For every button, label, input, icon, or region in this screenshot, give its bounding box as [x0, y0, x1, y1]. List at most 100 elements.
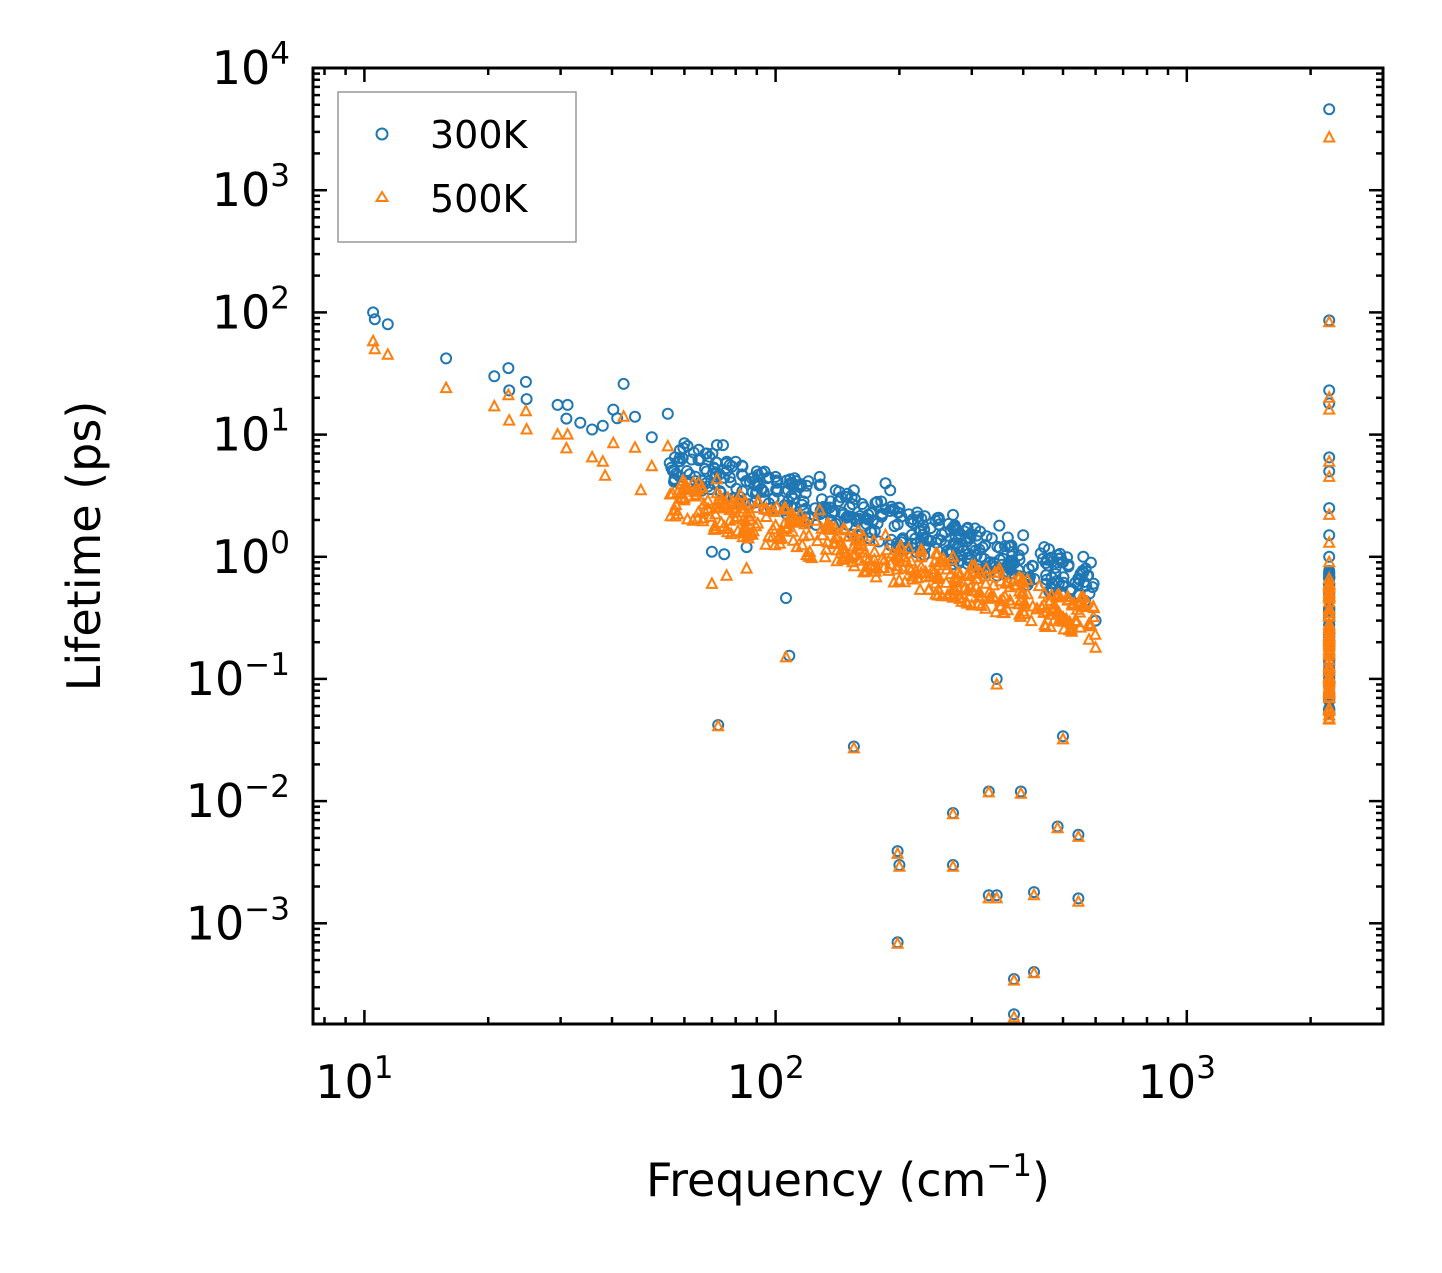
data-point-500k [502, 412, 516, 426]
data-point-300k [1069, 576, 1082, 589]
data-point-500k [930, 567, 945, 581]
data-point-300k [677, 442, 690, 455]
data-point-300k [916, 529, 929, 541]
data-point-300k [824, 495, 837, 508]
data-point-500k [736, 500, 750, 514]
data-point-300k [843, 501, 856, 514]
data-point-500k [696, 510, 710, 524]
data-point-500k [778, 502, 792, 515]
data-point-500k [560, 426, 575, 440]
data-point-500k [768, 517, 783, 531]
data-point-500k [799, 547, 814, 560]
data-point-500k [829, 535, 843, 548]
data-point-500k [904, 562, 918, 576]
data-point-500k [1322, 401, 1336, 415]
data-point-500k [830, 553, 844, 567]
data-point-500k [932, 554, 946, 568]
data-point-500k [890, 936, 905, 949]
data-point-500k [992, 560, 1006, 574]
data-point-300k [661, 407, 674, 420]
data-point-300k [681, 465, 693, 477]
data-point-500k [808, 513, 822, 526]
data-point-300k [503, 384, 516, 397]
data-point-300k [884, 484, 897, 497]
data-point-500k [1012, 607, 1027, 620]
data-point-500k [487, 398, 501, 412]
data-point-500k [979, 601, 993, 614]
data-point-300k [969, 544, 982, 557]
tick-labels: 101 102 103 10−3 10−2 10−1 100 101 102 103 104 [186, 36, 1216, 1109]
data-point-500k [839, 548, 854, 562]
data-point-500k [735, 524, 750, 537]
data-point-300k [1084, 556, 1097, 569]
data-point-500k [1322, 658, 1336, 672]
data-point-300k [367, 306, 380, 319]
data-point-300k [381, 318, 394, 331]
data-point-500k [711, 718, 725, 732]
data-point-500k [1076, 597, 1090, 611]
data-point-500k [1032, 578, 1046, 592]
data-point-300k [990, 672, 1003, 685]
data-point-300k [735, 468, 748, 481]
x-tick-label: 102 [726, 1050, 804, 1109]
data-point-500k [835, 551, 849, 564]
data-point-300k [1323, 384, 1336, 397]
y-tick-label: 10−1 [186, 647, 290, 706]
data-point-500k [1024, 613, 1038, 627]
data-point-300k [961, 521, 974, 534]
data-point-300k [560, 412, 573, 425]
x-tick-label: 101 [315, 1050, 393, 1109]
data-point-500k [688, 484, 702, 497]
data-point-300k [787, 492, 800, 505]
data-point-300k [832, 495, 845, 508]
data-point-500k [1074, 590, 1088, 604]
data-point-500k [719, 521, 734, 534]
data-point-300k [948, 520, 961, 533]
data-point-500k [1322, 554, 1336, 568]
data-point-300k [645, 431, 658, 444]
data-point-500k [946, 806, 960, 820]
data-point-500k [1322, 631, 1336, 644]
data-point-500k [914, 549, 928, 563]
data-point-500k [989, 604, 1003, 618]
data-point-300k [879, 503, 892, 516]
data-point-500k [366, 333, 380, 347]
data-point-300k [617, 377, 630, 390]
y-tick-label: 102 [212, 280, 290, 339]
data-point-500k [795, 537, 809, 551]
data-point-500k [996, 605, 1010, 619]
data-point-500k [716, 500, 730, 514]
y-tick-label: 100 [212, 525, 290, 584]
data-point-500k [890, 846, 905, 859]
data-point-300k [519, 375, 532, 388]
legend-label-300k: 300K [430, 113, 529, 157]
data-point-500k [719, 568, 734, 581]
data-point-500k [793, 506, 807, 520]
y-tick-label: 10−3 [186, 891, 290, 950]
data-point-300k [596, 419, 609, 432]
data-point-500k [1088, 640, 1103, 653]
data-point-300k [678, 437, 691, 450]
x-axis-title: Frequency (cm−1) [646, 1148, 1050, 1207]
data-point-300k [788, 487, 801, 500]
data-point-500k [739, 560, 754, 574]
legend-box [337, 91, 577, 243]
data-point-300k [1022, 562, 1035, 575]
data-point-300k [561, 398, 574, 411]
x-tick-label: 103 [1138, 1050, 1216, 1109]
data-point-500k [1322, 535, 1336, 548]
data-point-500k [892, 544, 907, 557]
data-point-300k [933, 514, 946, 526]
data-point-500k [1007, 1009, 1021, 1023]
data-point-500k [805, 550, 819, 564]
data-point-500k [1057, 621, 1071, 635]
data-point-500k [671, 506, 685, 520]
data-point-300k [999, 540, 1011, 553]
data-point-500k [821, 516, 835, 529]
data-point-500k [772, 531, 786, 545]
data-point-500k [785, 524, 800, 537]
data-point-500k [750, 500, 764, 514]
data-point-300k [699, 462, 711, 475]
data-point-300k [964, 532, 977, 545]
